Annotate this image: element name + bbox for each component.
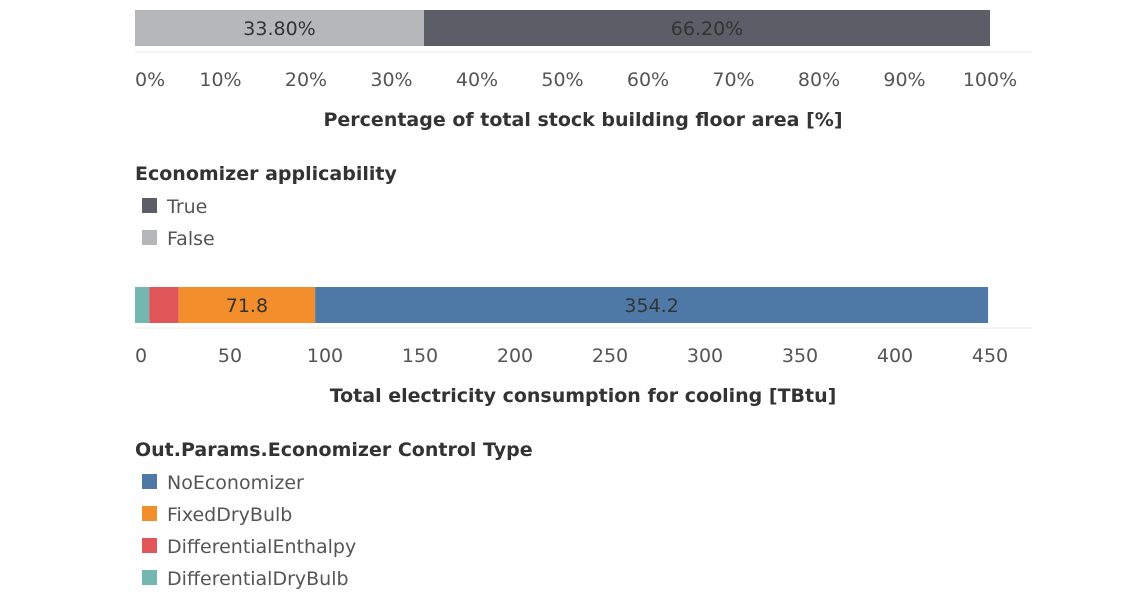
- tick-label: 80%: [798, 69, 840, 91]
- data-label-noeconomizer: 354.2: [624, 295, 678, 317]
- tick-label: 50: [218, 345, 242, 367]
- data-label-fixeddrybulb: 71.8: [226, 295, 268, 317]
- legend-entry: NoEconomizer: [167, 472, 304, 494]
- tick-label: 50%: [541, 69, 583, 91]
- legend-title: Economizer applicability: [135, 163, 397, 185]
- tick-label: 0: [135, 345, 147, 367]
- tick-label: 300: [687, 345, 723, 367]
- legend-swatch: [142, 538, 157, 553]
- tick-label: 250: [592, 345, 628, 367]
- data-label-true: 66.20%: [671, 18, 743, 40]
- legend-entry: DifferentialEnthalpy: [167, 536, 356, 558]
- tick-label: 70%: [712, 69, 754, 91]
- tick-label: 20%: [285, 69, 327, 91]
- legend-swatch: [142, 506, 157, 521]
- bar-segment-noeconomizer: [315, 287, 989, 323]
- x-axis-title: Percentage of total stock building floor…: [323, 109, 842, 131]
- tick-label: 350: [782, 345, 818, 367]
- bar-segment-differentialdrybulb: [135, 287, 150, 323]
- tick-label: 450: [972, 345, 1008, 367]
- tick-label: 0%: [135, 69, 165, 91]
- legend-entry: False: [167, 228, 215, 250]
- legend-entry: True: [166, 196, 207, 218]
- bar-segment-false: [135, 10, 424, 46]
- tick-label: 60%: [627, 69, 669, 91]
- bar-segment-differentialenthalpy: [149, 287, 179, 323]
- tick-label: 100%: [963, 69, 1017, 91]
- tick-label: 400: [877, 345, 913, 367]
- tick-label: 100: [307, 345, 343, 367]
- tick-label: 40%: [456, 69, 498, 91]
- tick-label: 90%: [883, 69, 925, 91]
- bar-segment-fixeddrybulb: [178, 287, 316, 323]
- tick-label: 200: [497, 345, 533, 367]
- tick-label: 150: [402, 345, 438, 367]
- legend-swatch: [142, 570, 157, 585]
- tick-label: 10%: [199, 69, 241, 91]
- bar-segment-true: [423, 10, 990, 46]
- legend-swatch: [142, 474, 157, 489]
- data-label-false: 33.80%: [243, 18, 315, 40]
- tick-label: 30%: [370, 69, 412, 91]
- legend-swatch: [142, 198, 157, 213]
- legend-entry: FixedDryBulb: [167, 504, 292, 526]
- x-axis-title: Total electricity consumption for coolin…: [330, 385, 837, 407]
- legend-swatch: [142, 230, 157, 245]
- legend-entry: DifferentialDryBulb: [167, 568, 349, 590]
- legend-title: Out.Params.Economizer Control Type: [135, 439, 533, 461]
